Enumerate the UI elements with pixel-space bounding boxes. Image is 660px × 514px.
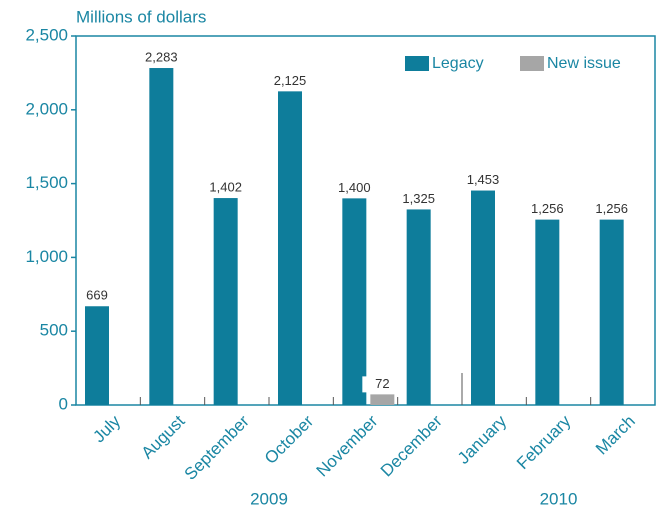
x-tick-label: December	[377, 411, 446, 480]
bar	[85, 306, 109, 405]
data-label-bg	[141, 50, 182, 67]
legend-label: Legacy	[432, 55, 484, 72]
legend-swatch	[405, 56, 429, 71]
data-label-bg	[334, 180, 375, 197]
data-label: 72	[375, 376, 389, 391]
x-tick-label: October	[261, 411, 317, 467]
data-label-bg	[463, 172, 503, 189]
x-tick-label: March	[592, 412, 639, 459]
data-label-bg	[77, 288, 117, 305]
data-label: 2,125	[274, 73, 307, 88]
x-tick-label: August	[138, 411, 189, 462]
bar	[599, 219, 624, 405]
y-tick-label: 2,500	[25, 25, 68, 44]
data-label: 1,402	[209, 180, 242, 195]
bar	[149, 68, 174, 405]
data-label: 1,453	[467, 172, 500, 187]
bar	[535, 219, 560, 405]
bar	[213, 198, 238, 405]
y-axis-label: Millions of dollars	[76, 7, 206, 26]
x-tick-label: November	[313, 411, 382, 480]
data-label: 2,283	[145, 49, 178, 64]
year-label: 2010	[540, 489, 578, 508]
x-tick-label: January	[454, 411, 511, 468]
bar	[278, 91, 302, 405]
x-tick-label: July	[89, 411, 124, 446]
bar	[370, 394, 395, 405]
data-label: 669	[86, 288, 108, 303]
bar	[471, 190, 495, 405]
y-tick-label: 0	[59, 394, 68, 413]
legend-swatch	[520, 56, 544, 71]
x-tick-label: September	[181, 411, 253, 483]
x-tick-label: February	[513, 411, 575, 473]
data-label: 1,400	[338, 180, 371, 195]
data-label-bg	[527, 201, 568, 218]
bar	[406, 209, 431, 405]
y-tick-label: 1,000	[25, 247, 68, 266]
y-tick-label: 500	[40, 321, 68, 340]
data-label: 1,256	[531, 201, 564, 216]
y-tick-label: 1,500	[25, 173, 68, 192]
year-label: 2009	[250, 489, 288, 508]
data-label-bg	[270, 73, 310, 90]
bar	[342, 198, 367, 405]
data-label: 1,325	[402, 191, 435, 206]
data-label-bg	[398, 191, 439, 208]
legend-label: New issue	[547, 55, 621, 72]
data-label-bg	[205, 180, 246, 197]
data-label: 1,256	[595, 201, 628, 216]
y-tick-label: 2,000	[25, 99, 68, 118]
data-label-bg	[591, 201, 632, 218]
data-label-bg	[362, 376, 403, 393]
